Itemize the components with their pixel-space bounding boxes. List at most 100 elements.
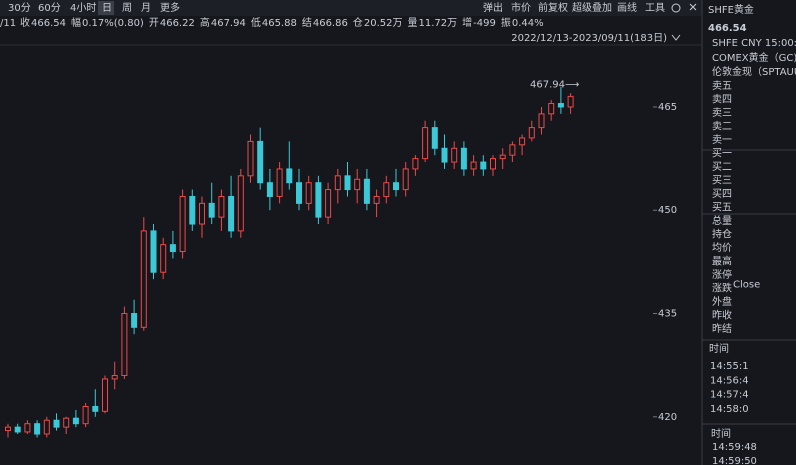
quote-row-label: 买三 [712,175,732,187]
candle-body [519,137,526,146]
candle-body [5,426,11,432]
quote-row-label: 买一 [712,148,732,160]
period-active [98,1,114,15]
period-tab[interactable]: 4小时 [70,2,96,14]
toolbar-action[interactable]: 前复权 [538,1,568,14]
candle-body [276,168,283,197]
period-tab[interactable]: 日 [102,3,112,14]
quote-row-label: 持仓 [712,228,732,241]
toolbar-action[interactable]: 画线 [617,1,637,14]
close-icon[interactable] [689,3,697,11]
candle-body [169,244,176,253]
trade-time: 14:55:1 [710,361,749,372]
candle-body [480,161,487,170]
period-tab[interactable]: 更多 [160,1,180,14]
candle-body [179,195,186,253]
settings-icon[interactable] [671,3,681,13]
candle-body [82,405,89,425]
y-tick-label: 465 [658,102,677,113]
period-tab[interactable]: 30分 [8,2,31,14]
toolbar-action[interactable]: 工具 [645,2,665,14]
candle-body [218,195,225,218]
candle-body [499,154,506,160]
candle-body [460,147,467,170]
related-link[interactable]: COMEX黄金（GC) [712,51,796,64]
candle-body [557,103,564,108]
candle-body [325,189,332,218]
quote-row-label: 涨停 [712,268,732,281]
candle-body [548,103,555,115]
time-header: 时间 [711,427,731,440]
period-tab[interactable]: 60分 [38,2,61,14]
toolbar-action[interactable]: 弹出 [483,1,503,14]
candle-body [131,313,138,328]
date-prefix: /11 [0,18,16,29]
candle-body [451,147,458,163]
candle-body [121,313,128,376]
field-label: 振 [501,16,511,29]
toolbar-action[interactable]: 市价 [511,1,531,14]
candle-body [538,113,545,129]
candle-body [208,202,215,218]
candle-body [363,178,370,204]
candle-body [189,195,196,225]
candle-body [286,168,293,184]
y-tick-label: 450 [658,205,677,216]
candle-body [247,140,254,177]
toolbar-action[interactable]: 超级叠加 [572,1,612,14]
quote-row-label: 昨结 [712,322,732,335]
candle-body [412,158,419,170]
last-price: 466.54 [708,23,747,34]
quote-row-label: 均价 [712,242,732,254]
candle-body [257,140,264,184]
field-label: 增 [462,16,472,29]
field-label: 仓 [353,16,363,29]
toolbar [0,0,702,16]
candle-body [402,168,409,191]
y-tick-label: 435 [658,309,677,320]
symbol-name: SHFE黄金 [708,3,754,16]
field-label: 结 [302,16,312,29]
quote-row-label: 卖一 [712,134,732,146]
field-label: 幅 [71,16,81,29]
trade-time: 14:58:0 [710,404,749,415]
candle-body [14,426,21,433]
candle-body [72,417,79,425]
candle-body [315,182,322,218]
field-value: 20.52万 [364,18,403,29]
field-label: 量 [407,17,417,29]
candle-body [24,423,31,433]
period-tab[interactable]: 周 [122,2,132,14]
candle-body [354,178,361,191]
y-tick-label: 420 [658,412,677,423]
candle-body [92,405,99,412]
quote-row-label: 外盘 [712,295,732,308]
candle-body [441,147,448,163]
candle-body [160,244,167,273]
candle-body [344,175,351,191]
candle-body [422,127,429,160]
period-tab[interactable]: 月 [141,2,151,14]
quote-row-label: 买四 [712,188,732,200]
candle-body [199,202,205,225]
candle-body [296,182,302,204]
candle-body [470,161,477,170]
field-label: 高 [200,16,210,29]
candle-body [490,158,496,170]
quote-row-label: 买五 [712,202,732,214]
high-annotation: 467.94⟶ [530,80,579,91]
field-value: 467.94 [211,18,246,29]
quote-row-label: 卖五 [712,80,732,92]
field-value: 0.17%(0.80) [82,18,144,29]
trade-time: 14:59:50 [712,456,757,465]
candle-body [140,230,147,328]
candle-body [237,175,244,232]
quote-row-label: 最高 [712,255,732,268]
candle-body [63,417,70,428]
candle-body [509,144,516,156]
candle-body [266,182,273,197]
collapse-icon[interactable] [671,34,681,41]
related-link[interactable]: 伦敦金现（SPTAUU [712,65,796,78]
field-value: 466.54 [31,18,66,29]
